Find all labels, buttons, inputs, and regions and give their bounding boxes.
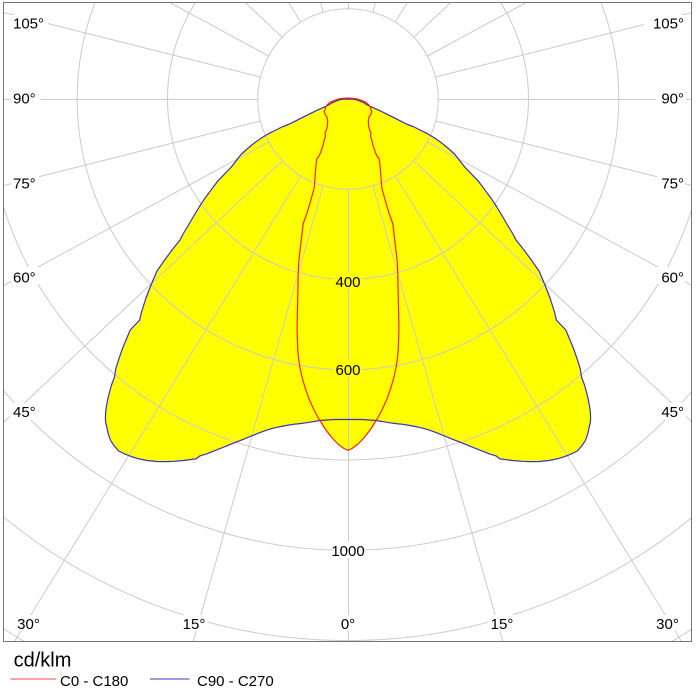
svg-text:60°: 60° — [661, 270, 684, 287]
svg-text:0°: 0° — [341, 616, 355, 633]
svg-text:45°: 45° — [13, 404, 36, 421]
svg-text:45°: 45° — [661, 404, 684, 421]
svg-text:75°: 75° — [661, 175, 684, 192]
svg-text:105°: 105° — [13, 16, 44, 33]
svg-text:15°: 15° — [491, 616, 514, 633]
svg-text:C0 - C180: C0 - C180 — [60, 673, 128, 690]
svg-text:90°: 90° — [661, 90, 684, 107]
svg-text:30°: 30° — [656, 616, 679, 633]
svg-text:105°: 105° — [653, 16, 684, 33]
svg-text:15°: 15° — [183, 616, 206, 633]
svg-text:60°: 60° — [13, 270, 36, 287]
svg-text:90°: 90° — [13, 90, 36, 107]
svg-text:30°: 30° — [17, 616, 40, 633]
svg-text:cd/klm: cd/klm — [14, 650, 72, 672]
svg-text:600: 600 — [335, 362, 360, 379]
svg-text:400: 400 — [335, 274, 360, 291]
svg-text:C90 - C270: C90 - C270 — [197, 673, 274, 690]
svg-text:1000: 1000 — [331, 543, 364, 560]
svg-text:75°: 75° — [13, 175, 36, 192]
